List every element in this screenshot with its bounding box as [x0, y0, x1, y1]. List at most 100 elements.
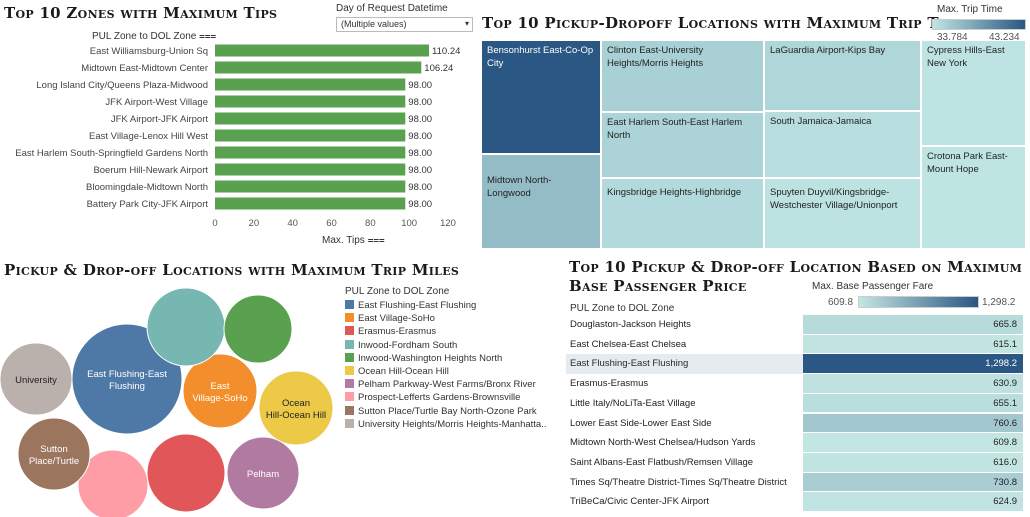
bubble-label: Sutton [40, 444, 67, 455]
date-filter-dropdown[interactable]: (Multiple values) ▾ [336, 17, 473, 32]
legend-label: Pelham Parkway-West Farms/Bronx River [358, 379, 536, 391]
price-cell[interactable]: 760.6 [803, 413, 1023, 434]
tips-bar[interactable] [215, 95, 406, 108]
price-row-label: Douglaston-Jackson Heights [570, 319, 691, 330]
treemap-tile-label: Clinton East-University Heights/Morris H… [607, 45, 704, 69]
bubble[interactable] [258, 370, 334, 446]
bubble-legend-item[interactable]: Pelham Parkway-West Farms/Bronx River [345, 379, 536, 390]
bubbles-title: Pickup & Drop-off Locations with Maximum… [4, 261, 460, 279]
price-cell[interactable]: 609.8 [803, 433, 1023, 453]
tips-bar[interactable] [215, 61, 422, 74]
date-filter-value: (Multiple values) [341, 19, 407, 29]
price-cell[interactable]: 624.9 [803, 492, 1023, 512]
price-cell[interactable]: 655.1 [803, 393, 1023, 414]
tips-bar[interactable] [215, 112, 406, 125]
treemap-tile[interactable]: Crotona Park East-Mount Hope [921, 146, 1026, 249]
tips-bar[interactable] [215, 197, 406, 210]
price-row-header: PUL Zone to DOL Zone [570, 303, 675, 314]
bubble[interactable] [226, 436, 300, 510]
bubble[interactable] [17, 417, 91, 491]
price-legend-title: Max. Base Passenger Fare [812, 281, 934, 292]
tips-category-label: JFK Airport-West Village [105, 97, 208, 108]
treemap-tile[interactable]: South Jamaica-Jamaica [764, 111, 921, 178]
price-title-line1: Top 10 Pickup & Drop-off Location Based … [569, 258, 1023, 276]
bubble[interactable] [223, 294, 293, 364]
tips-value-label: 98.00 [408, 148, 432, 159]
tips-x-axis-label: Max. Tips ⩶ [322, 235, 385, 246]
treemap-tile-label: LaGuardia Airport-Kips Bay [770, 45, 886, 56]
treemap-tile[interactable]: Spuyten Duyvil/Kingsbridge-Westchester V… [764, 178, 921, 249]
bubble[interactable] [146, 433, 226, 513]
bubble-legend-item[interactable]: Inwood-Washington Heights North [345, 352, 503, 364]
tips-value-label: 98.00 [408, 97, 432, 108]
tips-value-label: 98.00 [408, 182, 432, 193]
price-cell[interactable]: 616.0 [803, 452, 1023, 473]
treemap-tile[interactable]: Clinton East-University Heights/Morris H… [601, 40, 764, 112]
price-row-label: Times Sq/Theatre District-Times Sq/Theat… [570, 476, 787, 488]
price-row-label: Saint Albans-East Flatbush/Remsen Villag… [570, 456, 754, 468]
legend-label: Inwood-Washington Heights North [358, 352, 503, 364]
price-cell[interactable]: 615.1 [803, 334, 1023, 355]
tips-category-label: Midtown East-Midtown Center [81, 63, 208, 74]
bubble-legend-item[interactable]: Sutton Place/Turtle Bay North-Ozone Park [345, 405, 537, 417]
legend-swatch [345, 392, 354, 402]
tips-bar[interactable] [215, 129, 406, 142]
tips-bar[interactable] [215, 180, 406, 193]
bubble[interactable] [182, 353, 258, 429]
bubble-legend-item[interactable]: Inwood-Fordham South [345, 339, 458, 351]
bubbles-legend-title: PUL Zone to DOL Zone [345, 286, 450, 297]
price-cell[interactable]: 1,298.2 [803, 354, 1023, 375]
price-row-label: TriBeCa/Civic Center-JFK Airport [570, 496, 710, 508]
bubble-legend-item[interactable]: East Flushing-East Flushing [345, 300, 476, 311]
filter-label: Day of Request Datetime [336, 3, 448, 14]
legend-swatch [345, 313, 354, 323]
treemap-tile[interactable]: Midtown North-Longwood [481, 154, 601, 249]
treemap-tile[interactable]: Kingsbridge Heights-Highbridge [601, 178, 764, 249]
legend-swatch [345, 379, 354, 389]
price-cell[interactable]: 730.8 [803, 472, 1023, 493]
legend-swatch [345, 326, 354, 336]
legend-swatch [345, 405, 354, 415]
treemap-tile[interactable]: Bensonhurst East-Co-Op City [481, 40, 601, 154]
bubble-label: University [15, 375, 57, 386]
bubble[interactable] [146, 287, 226, 367]
bubble-label: Flushing [109, 381, 145, 392]
tips-bar[interactable] [215, 44, 430, 57]
bubble-legend-item[interactable]: University Heights/Morris Heights-Manhat… [345, 418, 546, 430]
tips-value-label: 98.00 [408, 114, 432, 125]
tips-bar-chart: East Williamsburg-Union Sq 110.24 Midtown … [15, 44, 460, 229]
legend-swatch [345, 418, 354, 428]
bubble-label: Ocean [282, 398, 310, 409]
sort-icon[interactable]: ⩶ [199, 31, 217, 42]
tips-value-label: 98.00 [408, 165, 432, 176]
tips-category-label: Bloomingdale-Midtown North [86, 182, 208, 193]
tips-category-label: JFK Airport-JFK Airport [111, 114, 208, 125]
tips-bar[interactable] [215, 163, 406, 176]
tips-bar[interactable] [215, 78, 406, 91]
treemap-tile[interactable]: LaGuardia Airport-Kips Bay [764, 40, 921, 111]
treemap-tile-label: Kingsbridge Heights-Highbridge [607, 187, 742, 198]
price-cell[interactable]: 665.8 [803, 315, 1023, 335]
bubble-legend-item[interactable]: Ocean Hill-Ocean Hill [345, 366, 449, 377]
treemap-tile[interactable]: East Harlem South-East Harlem North [601, 112, 764, 178]
bubble-legend-item[interactable]: Prospect-Lefferts Gardens-Brownsville [345, 392, 520, 403]
tips-value-label: 98.00 [408, 199, 432, 210]
tips-bar[interactable] [215, 146, 406, 159]
price-row-label: Little Italy/NoLiTa-East Village [570, 397, 696, 409]
bubble-label: East [210, 381, 229, 392]
bubble-legend-item[interactable]: East Village-SoHo [345, 313, 435, 324]
tips-category-label: Boerum Hill-Newark Airport [93, 165, 208, 176]
sort-icon[interactable]: ⩶ [367, 235, 385, 246]
price-cell[interactable]: 630.9 [803, 374, 1023, 394]
treemap-tile[interactable]: Cypress Hills-East New York [921, 40, 1026, 146]
legend-label: East Flushing-East Flushing [358, 300, 477, 311]
tips-value-label: 98.00 [408, 131, 432, 142]
treemap-chart: Bensonhurst East-Co-Op City Midtown North… [481, 40, 1026, 249]
legend-label: Inwood-Fordham South [358, 339, 458, 351]
bubble-legend-item[interactable]: Erasmus-Erasmus [345, 326, 436, 337]
bubble[interactable] [0, 342, 73, 416]
treemap-legend-gradient [932, 19, 1026, 30]
bubble[interactable] [77, 449, 149, 517]
treemap-tile-label: Bensonhurst East-Co-Op City [487, 45, 594, 69]
